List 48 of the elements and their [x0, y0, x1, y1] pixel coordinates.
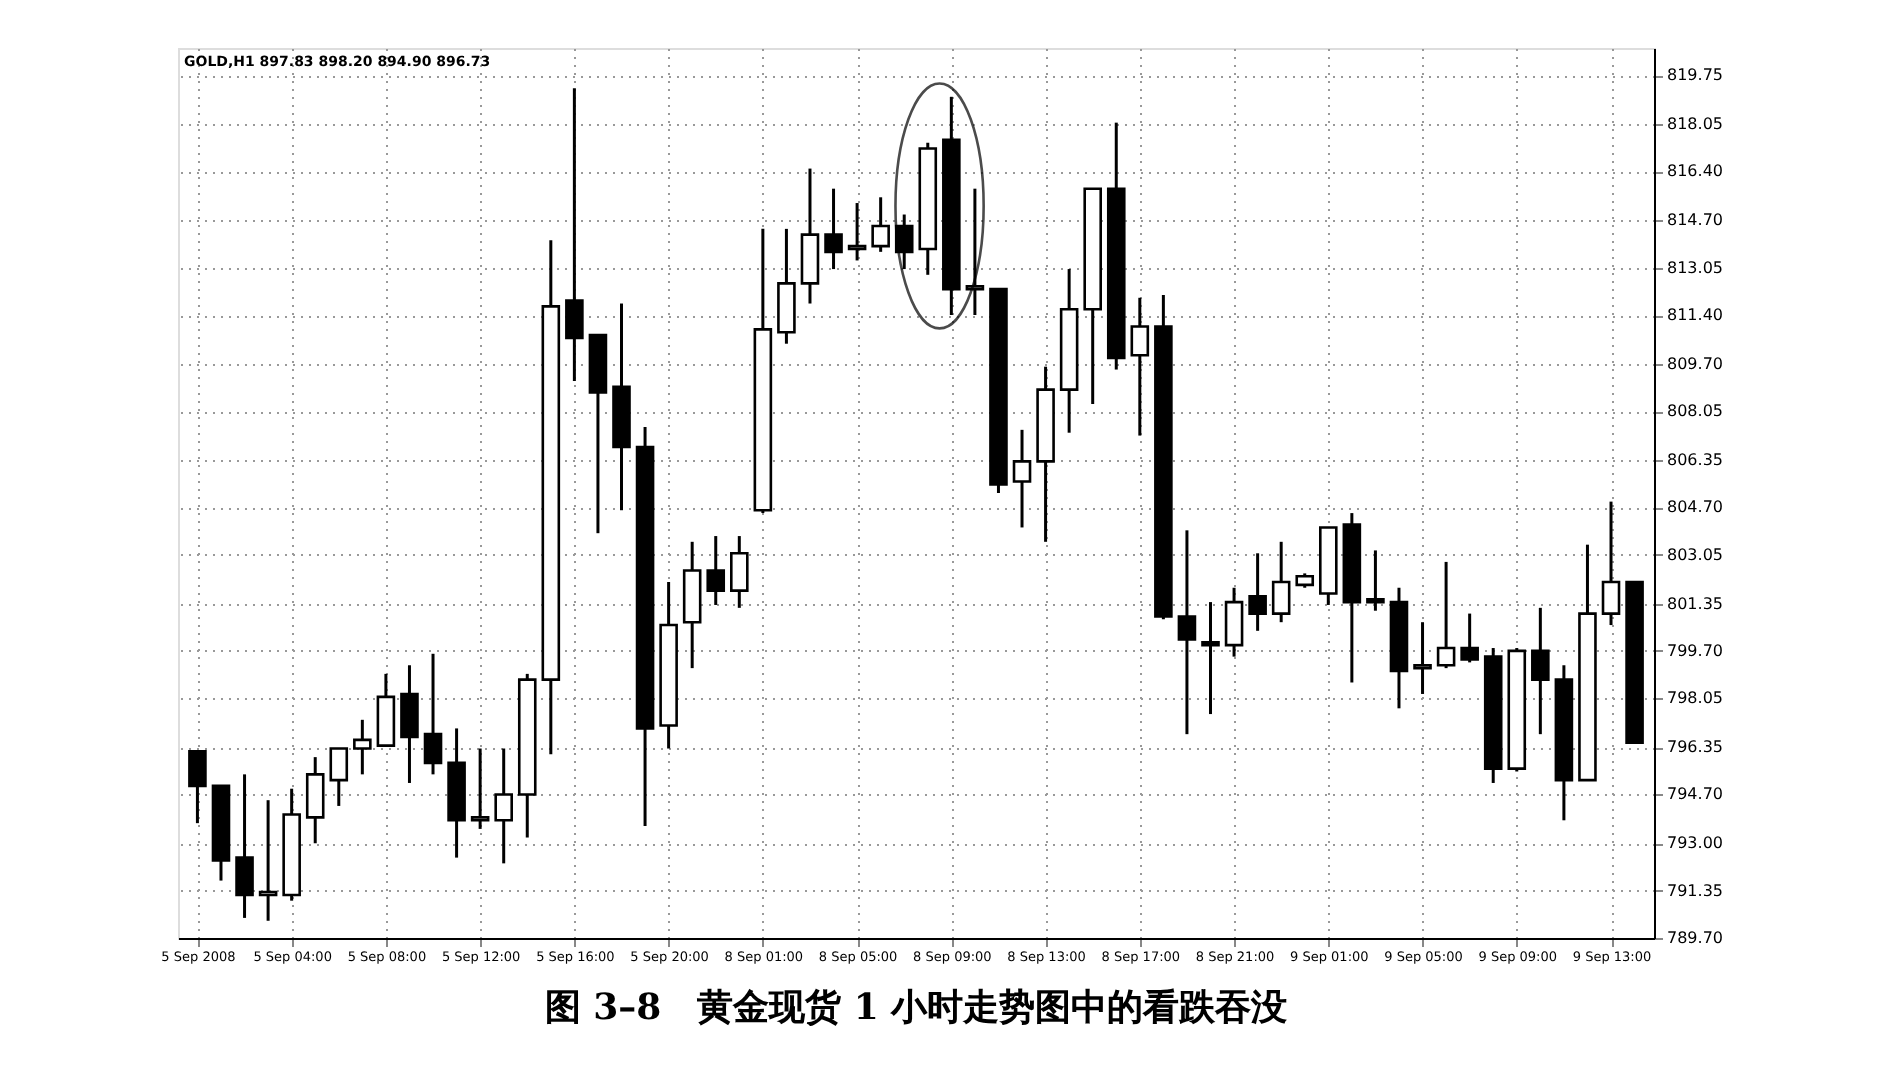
candlestick [1012, 428, 1032, 529]
candlestick [305, 755, 325, 845]
y-tick-label: 794.70 [1667, 785, 1723, 804]
y-tick-label: 811.40 [1667, 306, 1723, 324]
candlestick [1201, 600, 1220, 716]
y-tick-label: 798.05 [1667, 689, 1723, 708]
candlestick [470, 747, 490, 831]
candlestick [235, 772, 254, 920]
y-tick-label: 819.75 [1667, 66, 1723, 85]
y-tick-label: 808.05 [1667, 402, 1723, 421]
candlestick [871, 195, 890, 254]
y-tick-label: 803.05 [1667, 545, 1723, 564]
candlestick [1601, 500, 1621, 627]
candlestick [706, 534, 726, 607]
candlestick [353, 718, 372, 776]
candlestick [1531, 606, 1550, 736]
y-tick-label: 804.70 [1667, 498, 1723, 517]
y-tick-label: 791.35 [1667, 881, 1723, 900]
text: 图 3–8 黄金现货 1 小时走势图中的看跌吞没 [544, 987, 1290, 1029]
candlestick [1366, 548, 1385, 613]
y-tick-label: 796.35 [1667, 738, 1723, 757]
candlestick [824, 187, 843, 271]
y-tick-label: 793.00 [1667, 834, 1723, 853]
candlestick [1271, 540, 1291, 624]
candlestick [329, 747, 349, 808]
y-tick-label: 801.35 [1667, 594, 1723, 613]
candlestick [1130, 296, 1150, 438]
y-tick-label: 809.70 [1667, 354, 1723, 373]
candlestick [1248, 551, 1267, 633]
y-tick-label: 806.35 [1667, 450, 1723, 469]
candlestick [258, 798, 278, 923]
candlestick [1177, 528, 1197, 736]
y-tick-label: 818.05 [1667, 115, 1723, 134]
candlestick [1413, 620, 1432, 696]
candlestick [1460, 612, 1479, 664]
candlestick [730, 534, 749, 610]
y-tick-label: 799.70 [1667, 641, 1723, 660]
candlestick [494, 747, 513, 865]
candlestick [188, 749, 207, 825]
y-tick-label: 816.40 [1667, 162, 1723, 181]
candlestick [1436, 560, 1456, 670]
candlestick [423, 652, 443, 776]
y-tick-label: 814.70 [1667, 211, 1723, 230]
candlestick [1224, 586, 1244, 659]
y-tick-label: 813.05 [1667, 258, 1723, 277]
candlestick [400, 663, 419, 785]
candlestick [847, 201, 867, 262]
y-tick-label: 789.70 [1667, 929, 1723, 947]
